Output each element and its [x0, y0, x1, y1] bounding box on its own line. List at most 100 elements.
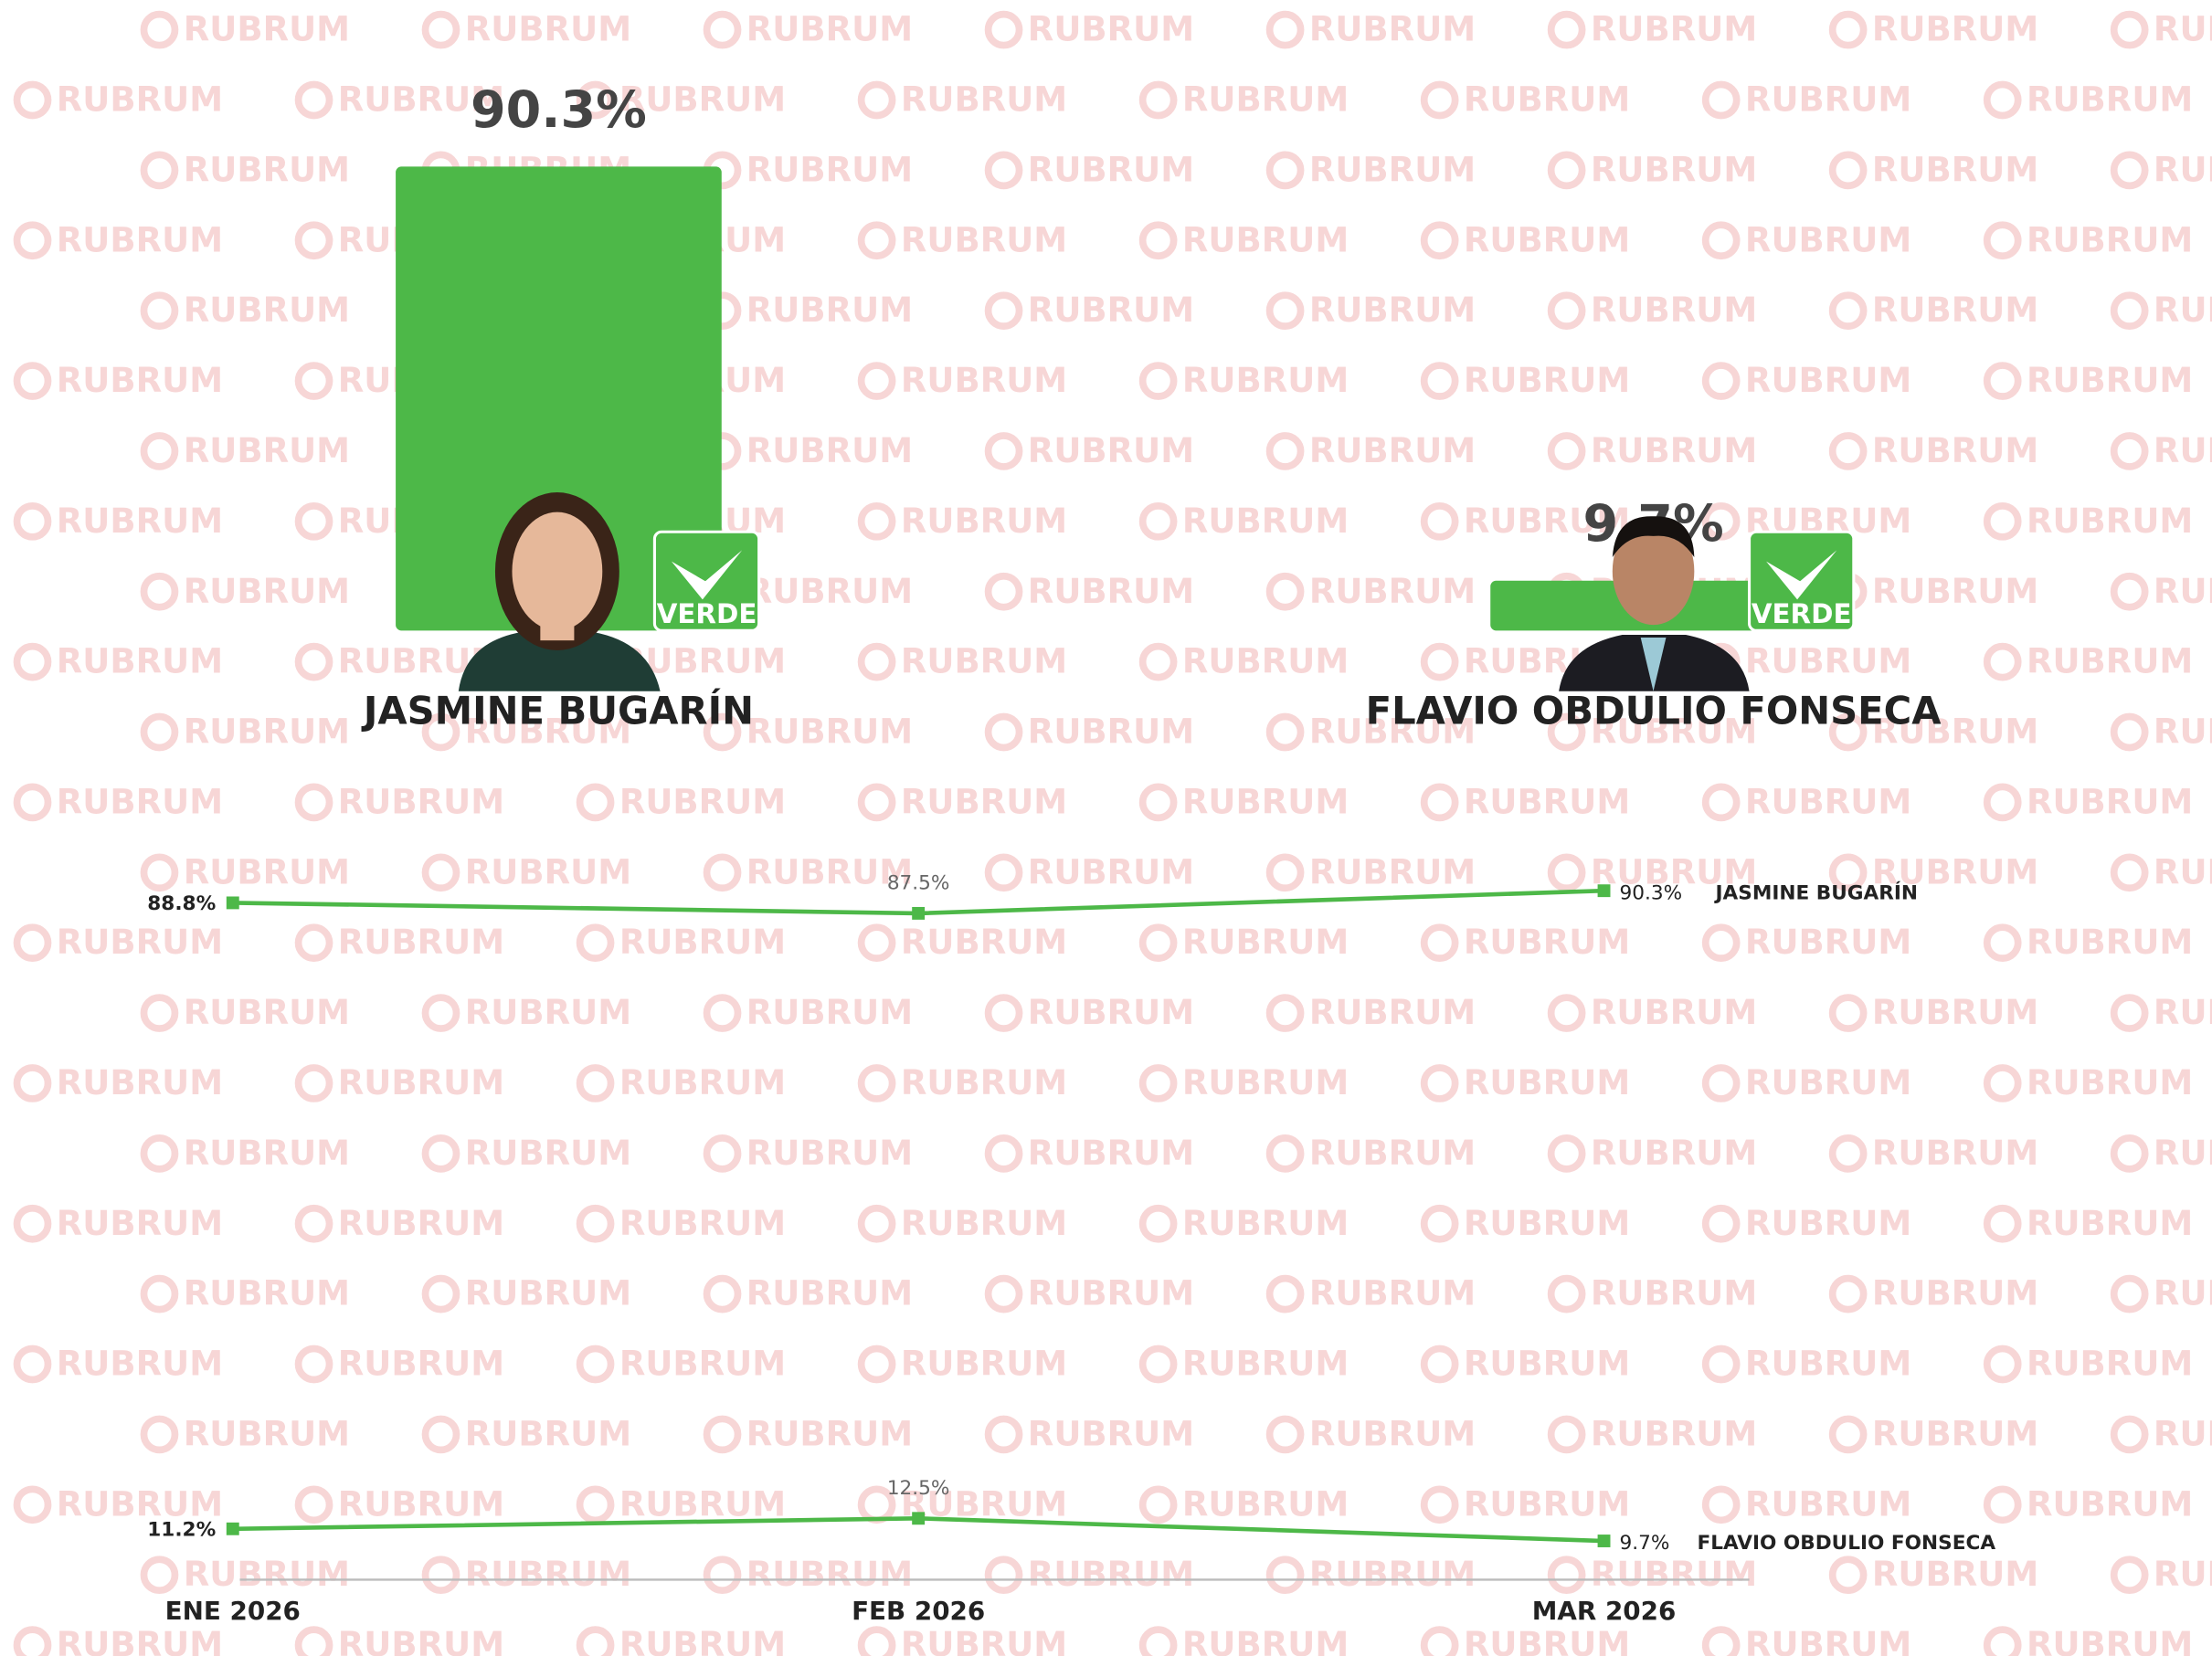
watermark-text: RUBRUM — [901, 80, 1067, 120]
watermark-icon — [989, 857, 1020, 888]
watermark-icon — [1833, 1419, 1864, 1450]
watermark-text: RUBRUM — [1464, 220, 1630, 259]
watermark-text: RUBRUM — [1745, 1625, 1911, 1656]
watermark-icon — [862, 506, 893, 537]
point-marker — [912, 907, 925, 920]
watermark-icon — [862, 1630, 893, 1656]
watermark-icon — [862, 1208, 893, 1239]
watermark-text: RUBRUM — [1872, 290, 2038, 330]
watermark-icon — [426, 1419, 457, 1450]
watermark-text: RUBRUM — [2154, 10, 2212, 49]
watermark-text: RUBRUM — [1028, 993, 1194, 1032]
watermark-text: RUBRUM — [57, 80, 223, 120]
watermark-icon — [1143, 365, 1174, 396]
watermark-text: RUBRUM — [1745, 923, 1911, 962]
watermark-icon — [707, 1138, 738, 1169]
watermark-icon — [2114, 717, 2145, 748]
watermark-text: RUBRUM — [2154, 572, 2212, 611]
watermark-text: RUBRUM — [1182, 80, 1349, 120]
watermark-text: RUBRUM — [901, 782, 1067, 821]
watermark-icon — [17, 85, 48, 116]
watermark-icon — [1987, 225, 2018, 256]
watermark-icon — [1270, 997, 1301, 1028]
watermark-icon — [989, 154, 1020, 185]
watermark-icon — [1424, 1208, 1455, 1239]
watermark-icon — [2114, 295, 2145, 326]
watermark-icon — [580, 1068, 611, 1099]
watermark-text: RUBRUM — [619, 923, 786, 962]
watermark-text: RUBRUM — [184, 1274, 350, 1313]
watermark-text: RUBRUM — [1182, 1345, 1349, 1384]
watermark-icon — [580, 786, 611, 817]
watermark-text: RUBRUM — [184, 712, 350, 752]
watermark-text: RUBRUM — [1464, 1204, 1630, 1243]
watermark-icon — [1270, 295, 1301, 326]
watermark-icon — [299, 927, 330, 958]
watermark-icon — [2114, 1279, 2145, 1310]
watermark-text: RUBRUM — [1182, 501, 1349, 541]
watermark-icon — [580, 1630, 611, 1656]
watermark-icon — [426, 857, 457, 888]
watermark-icon — [17, 365, 48, 396]
watermark-icon — [1143, 85, 1174, 116]
watermark-text: RUBRUM — [1309, 852, 1476, 891]
watermark-icon — [1551, 997, 1582, 1028]
watermark-icon — [862, 1349, 893, 1380]
watermark-icon — [2114, 154, 2145, 185]
watermark-text: RUBRUM — [746, 10, 913, 49]
watermark-icon — [1833, 1138, 1864, 1169]
watermark-text: RUBRUM — [1182, 1063, 1349, 1102]
x-tick-label: MAR 2026 — [1532, 1596, 1677, 1626]
watermark-icon — [1833, 997, 1864, 1028]
watermark-text: RUBRUM — [1182, 1204, 1349, 1243]
watermark-text: RUBRUM — [1464, 1063, 1630, 1102]
watermark-icon — [143, 154, 175, 185]
watermark-text: RUBRUM — [57, 1625, 223, 1656]
watermark-icon — [1143, 1068, 1174, 1099]
watermark-icon — [1424, 225, 1455, 256]
watermark-text: RUBRUM — [57, 782, 223, 821]
watermark-icon — [989, 576, 1020, 607]
watermark-icon — [1424, 85, 1455, 116]
watermark-icon — [299, 365, 330, 396]
watermark-text: RUBRUM — [1182, 642, 1349, 681]
value-label: 12.5% — [887, 1477, 950, 1500]
watermark-icon — [989, 1559, 1020, 1590]
watermark-icon — [299, 1068, 330, 1099]
watermark-icon — [1143, 927, 1174, 958]
watermark-icon — [1270, 436, 1301, 467]
watermark-text: RUBRUM — [746, 290, 913, 330]
watermark-icon — [1270, 717, 1301, 748]
watermark-icon — [426, 15, 457, 46]
watermark-icon — [1833, 154, 1864, 185]
watermark-text: RUBRUM — [57, 501, 223, 541]
watermark-icon — [1706, 1489, 1737, 1520]
watermark-text: RUBRUM — [1182, 1625, 1349, 1656]
watermark-text: RUBRUM — [1872, 1414, 2038, 1453]
watermark-text: RUBRUM — [1309, 1555, 1476, 1594]
watermark-text: RUBRUM — [1028, 150, 1194, 189]
watermark-icon — [17, 1208, 48, 1239]
watermark-icon — [299, 1630, 330, 1656]
watermark-text: RUBRUM — [184, 10, 350, 49]
x-tick-label: FEB 2026 — [852, 1596, 985, 1626]
watermark-text: RUBRUM — [2027, 1204, 2193, 1243]
watermark-icon — [1143, 1489, 1174, 1520]
watermark-icon — [17, 506, 48, 537]
watermark-icon — [143, 997, 175, 1028]
watermark-text: RUBRUM — [465, 1274, 631, 1313]
watermark-text: RUBRUM — [2027, 782, 2193, 821]
watermark-icon — [707, 15, 738, 46]
watermark-text: RUBRUM — [901, 361, 1067, 400]
watermark-icon — [1270, 857, 1301, 888]
watermark-icon — [426, 1138, 457, 1169]
watermark-icon — [1987, 1068, 2018, 1099]
watermark-icon — [1987, 1208, 2018, 1239]
watermark-text: RUBRUM — [2154, 852, 2212, 891]
watermark-text: RUBRUM — [746, 1274, 913, 1313]
watermark-text: RUBRUM — [1591, 993, 1757, 1032]
watermark-text: RUBRUM — [746, 712, 913, 752]
watermark-icon — [143, 436, 175, 467]
value-label: 9.7% — [1620, 1532, 1670, 1555]
watermark-text: RUBRUM — [465, 993, 631, 1032]
